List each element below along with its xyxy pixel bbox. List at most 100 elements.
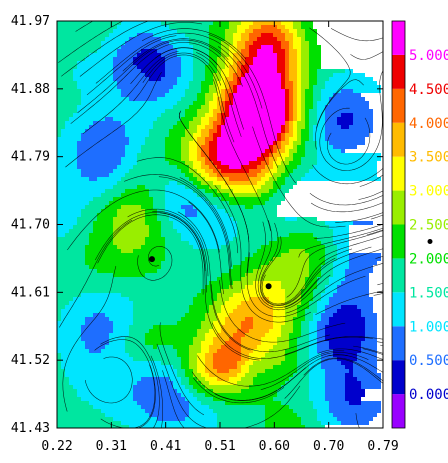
streamline: [154, 47, 244, 130]
streamline: [327, 117, 371, 165]
streamline: [377, 283, 383, 286]
streamline: [65, 72, 162, 168]
streamline: [179, 111, 250, 242]
streamline: [255, 221, 331, 311]
x-tick-label: 0.22: [41, 439, 72, 454]
streamline: [214, 185, 312, 323]
y-tick-label: 41.61: [11, 285, 50, 300]
streamline: [82, 51, 179, 135]
streamline: [94, 212, 206, 272]
colorbar-label: 1.000: [409, 319, 448, 335]
colorbar-bin: [392, 258, 405, 293]
colorbar-bin: [392, 156, 405, 191]
streamline: [188, 201, 224, 295]
y-tick-label: 41.43: [11, 421, 50, 436]
colorbar-label: 1.500: [409, 285, 448, 301]
streamline: [330, 28, 383, 42]
colorbar-label: 2.000: [409, 251, 448, 267]
streamline: [70, 42, 229, 124]
streamline: [77, 39, 243, 114]
streamline: [86, 35, 177, 96]
streamline: [59, 219, 133, 328]
x-tick-label: 0.31: [96, 439, 127, 454]
streamline: [370, 214, 383, 220]
point-marker: [265, 283, 272, 290]
x-tick-label: 0.51: [204, 439, 235, 454]
streamline: [61, 21, 150, 77]
streamline: [261, 248, 353, 305]
streamline: [75, 21, 94, 32]
streamline: [150, 355, 163, 428]
streamline: [303, 357, 383, 382]
streamline: [212, 79, 271, 232]
streamline: [152, 210, 207, 293]
streamline: [79, 22, 203, 77]
streamline: [141, 28, 246, 60]
colorbar-bin: [392, 54, 405, 89]
y-tick-label: 41.79: [11, 150, 50, 165]
streamline: [285, 262, 383, 314]
colorbar-bin: [392, 224, 405, 259]
y-tick-label: 41.70: [11, 218, 50, 233]
streamline: [298, 227, 383, 258]
streamline: [179, 177, 232, 267]
streamline: [211, 284, 330, 353]
streamline: [315, 290, 383, 315]
streamline: [260, 352, 369, 390]
streamline: [376, 341, 383, 344]
streamline: [260, 236, 336, 306]
colorbar-bin: [392, 88, 405, 123]
streamline: [219, 280, 346, 343]
streamline: [95, 32, 263, 109]
streamlines: [58, 21, 383, 428]
streamline: [317, 348, 383, 360]
streamline: [100, 364, 156, 428]
colorbar-bin: [392, 190, 405, 225]
point-markers: [148, 256, 272, 290]
streamline: [62, 266, 117, 412]
x-tick-label: 0.41: [150, 439, 181, 454]
x-axis-ticks: 0.22 0.31 0.41 0.51 0.60 0.70 0.79: [41, 21, 399, 454]
x-tick-label: 0.70: [313, 439, 344, 454]
streamline: [318, 235, 383, 260]
colorbar-label: 0.500: [409, 353, 448, 369]
streamline: [335, 212, 383, 223]
streamline: [314, 223, 383, 239]
colorbar-label: 4.000: [409, 116, 448, 132]
streamline: [94, 339, 156, 428]
streamline: [85, 356, 133, 404]
colorbar-label: 3.500: [409, 150, 448, 166]
streamline: [158, 176, 232, 289]
colorbar-label: 4.500: [409, 82, 448, 98]
streamline: [100, 336, 160, 428]
streamline: [159, 212, 260, 361]
streamline: [284, 248, 383, 308]
colorbar-bin: [392, 292, 405, 327]
streamline: [133, 54, 235, 143]
streamline: [312, 164, 383, 185]
colorbar-bin: [392, 326, 405, 361]
streamline: [162, 370, 185, 428]
streamline: [177, 211, 251, 351]
streamline: [373, 293, 383, 296]
streamline: [375, 255, 383, 259]
streamline: [214, 367, 307, 401]
colorbar-bin: [392, 394, 405, 428]
streamline: [309, 27, 351, 129]
streamline: [159, 322, 205, 416]
streamline: [359, 174, 383, 187]
streamline: [246, 252, 366, 318]
colorbar-marker: [427, 238, 433, 244]
streamline: [193, 377, 285, 404]
streamline: [355, 413, 360, 428]
streamline: [124, 174, 233, 290]
streamline: [350, 51, 383, 60]
streamline: [286, 230, 383, 298]
colorbar-label: 0.000: [409, 387, 448, 403]
streamline: [284, 358, 383, 399]
y-axis-ticks: 41.97 41.88 41.79 41.70 41.61 41.52 41.43: [11, 14, 383, 436]
streamline: [252, 126, 346, 228]
streamline: [142, 52, 222, 86]
streamline: [122, 38, 229, 72]
